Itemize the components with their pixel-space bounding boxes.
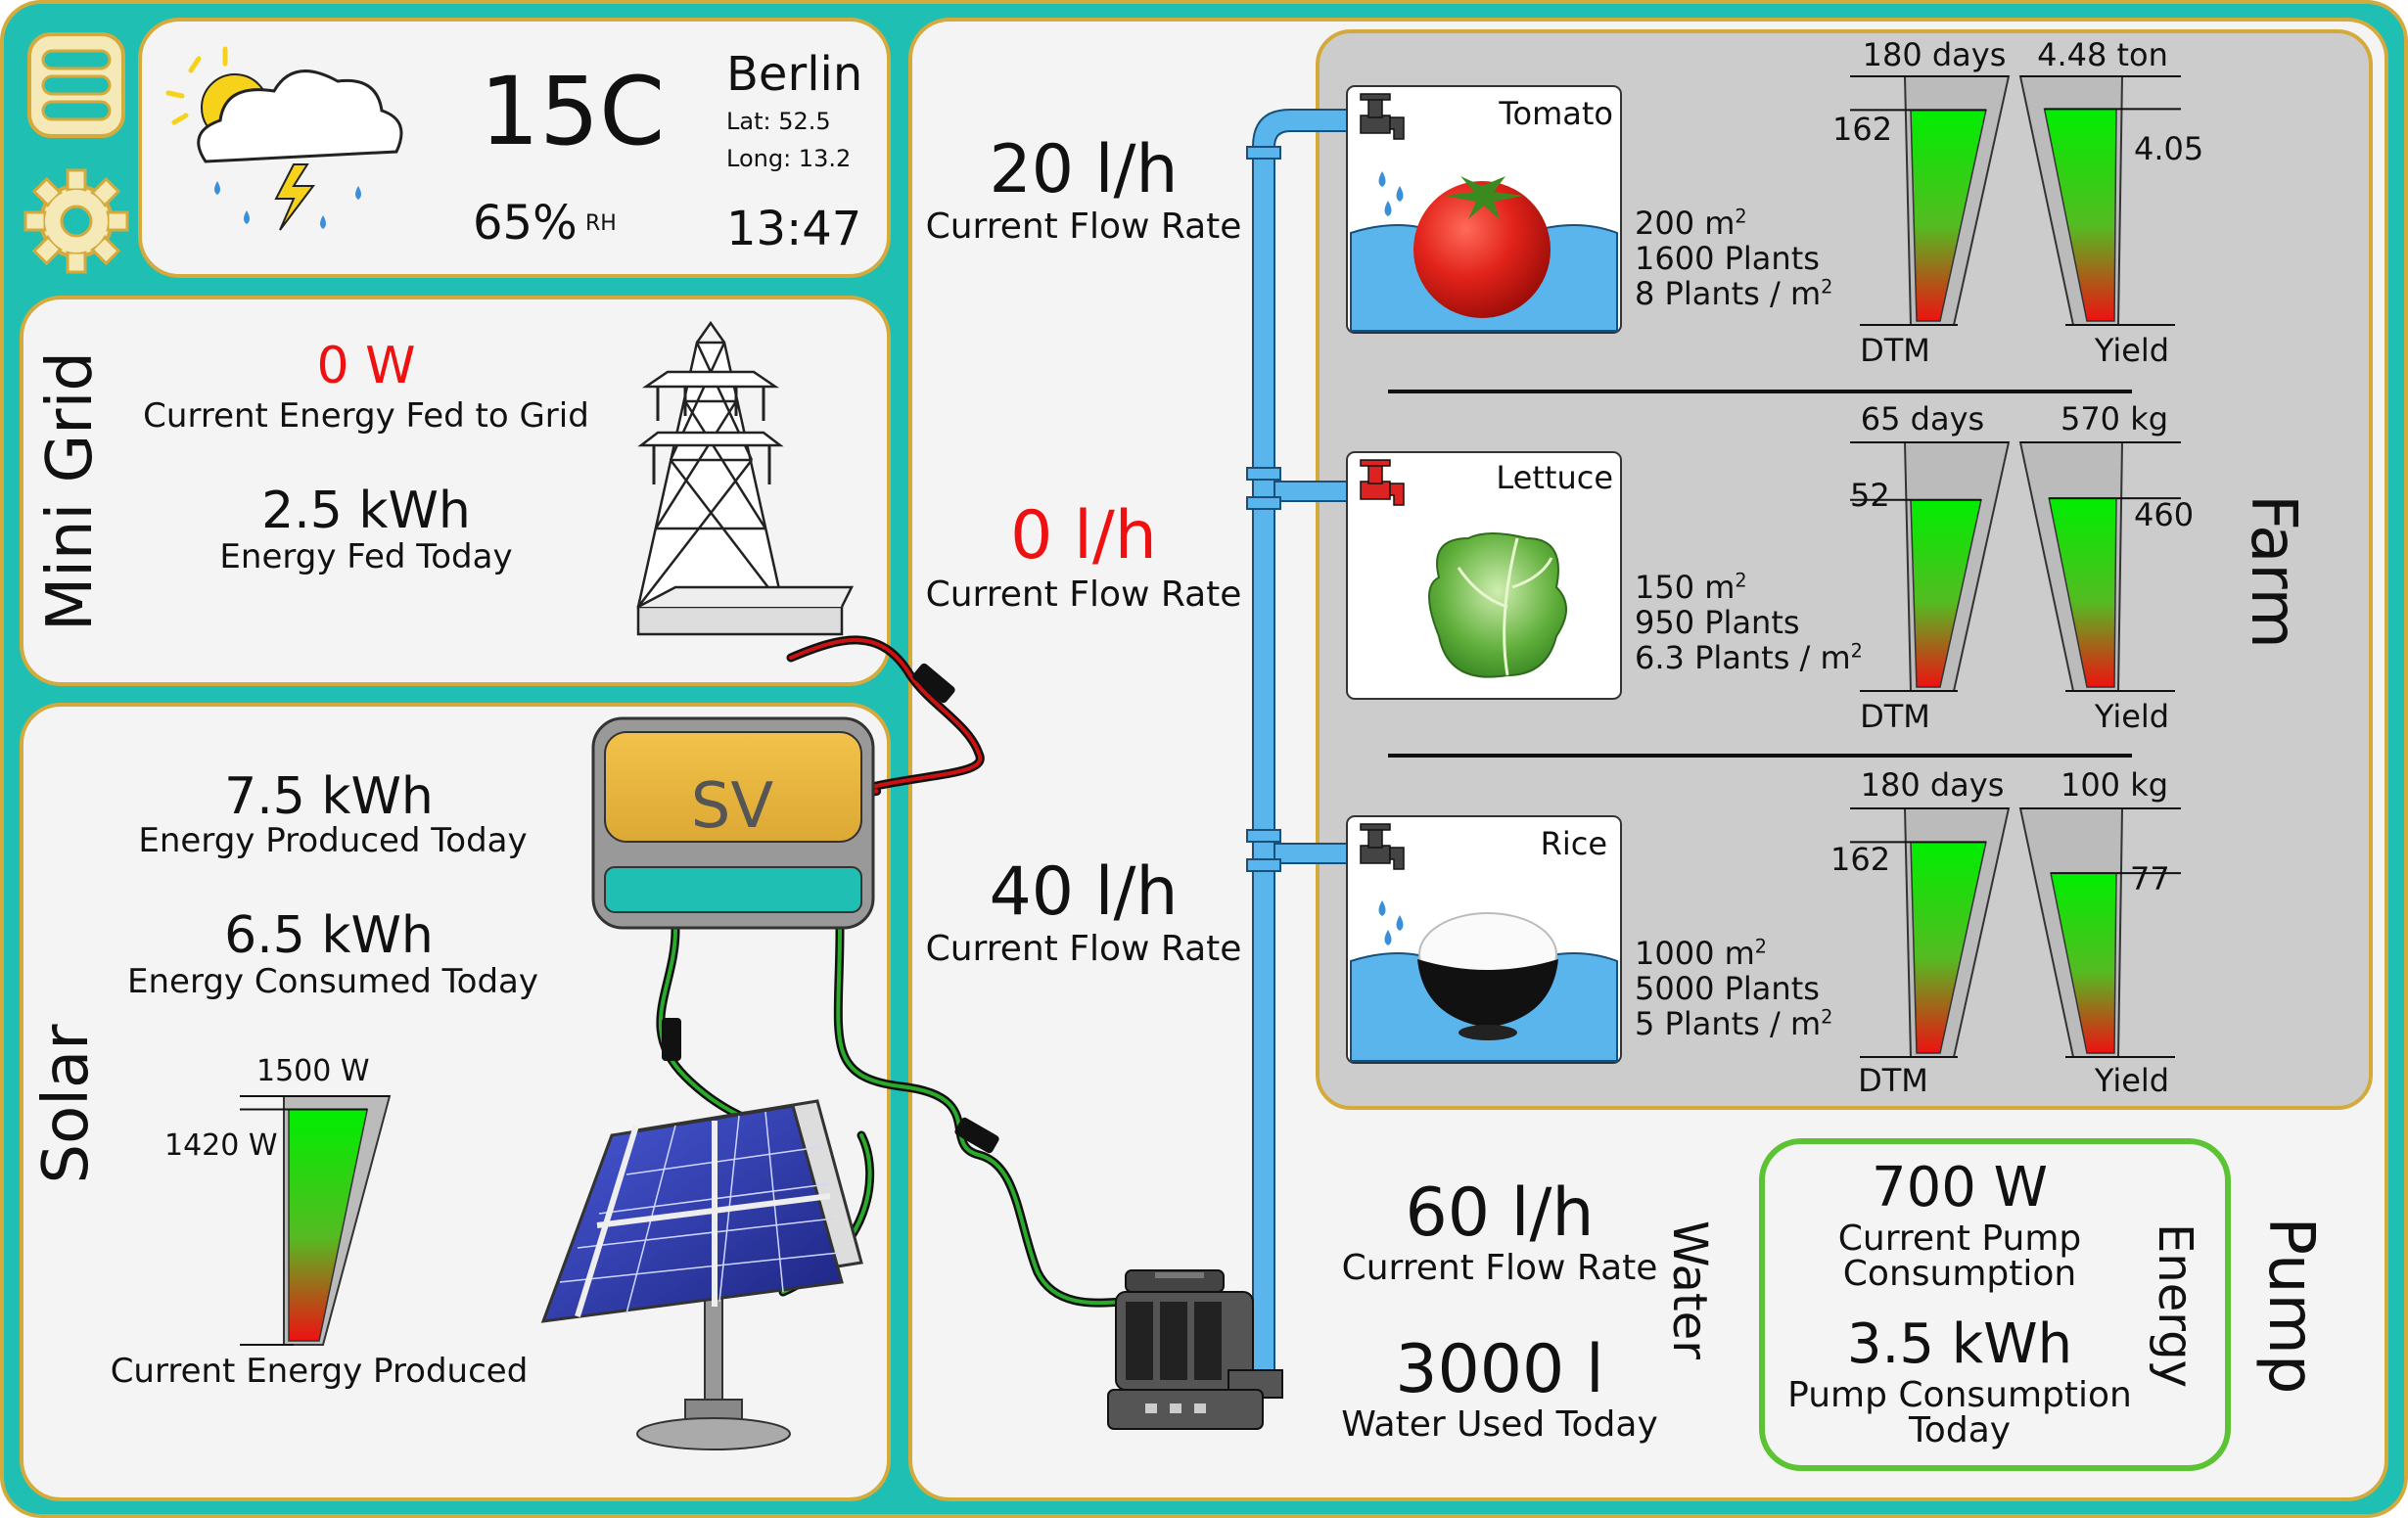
tap-open-icon[interactable] xyxy=(1359,820,1406,871)
tomato-yield-value: 4.05 xyxy=(2134,130,2204,167)
lettuce-yield-label: Yield xyxy=(2094,698,2170,735)
solar-title: Solar xyxy=(30,1024,103,1184)
rice-dtm-total: 180 days xyxy=(1860,766,2005,804)
tomato-plants: 1600 Plants xyxy=(1635,240,1820,277)
tomato-dtm-label: DTM xyxy=(1860,332,1930,369)
water-used-label: Water Used Today xyxy=(1341,1404,1658,1445)
battery-graphic xyxy=(591,716,875,930)
solar-consumed-label: Energy Consumed Today xyxy=(127,962,538,1001)
humidity-value: 65% xyxy=(473,196,578,251)
longitude: Long: 13.2 xyxy=(726,145,852,172)
gear-icon[interactable] xyxy=(25,170,127,272)
weather-graphic xyxy=(165,46,403,231)
rice-plants: 5000 Plants xyxy=(1635,970,1820,1007)
pump-consumption-label-1: Current Pump xyxy=(1837,1219,2082,1259)
water-flow-label: Current Flow Rate xyxy=(1341,1248,1658,1288)
grid-current-value: 0 W xyxy=(316,337,416,395)
pump-consumption-value: 700 W xyxy=(1871,1156,2049,1219)
hamburger-menu-icon[interactable] xyxy=(29,34,123,136)
pump-today-value: 3.5 kWh xyxy=(1846,1312,2073,1376)
rice-density: 5 Plants / m2 xyxy=(1635,1005,1833,1042)
solar-consumed-value: 6.5 kWh xyxy=(224,906,434,965)
rice-area: 1000 m2 xyxy=(1635,935,1767,972)
mini-grid-title: Mini Grid xyxy=(34,351,107,631)
water-pump-graphic xyxy=(1107,1269,1283,1430)
solar-gauge-max-label: 1500 W xyxy=(256,1054,370,1088)
solar-gauge-value-label: 1420 W xyxy=(164,1128,278,1163)
water-pump-icon xyxy=(1106,1268,1284,1431)
city-name: Berlin xyxy=(726,47,863,102)
latitude: Lat: 52.5 xyxy=(726,108,831,135)
power-tower-graphic xyxy=(636,320,855,636)
humidity-unit: RH xyxy=(585,211,617,236)
water-used-value: 3000 l xyxy=(1395,1331,1604,1408)
menu-button-graphic xyxy=(27,32,125,138)
solar-panel-graphic xyxy=(540,1099,863,1450)
tomato-yield-total: 4.48 ton xyxy=(2037,36,2168,73)
grid-today-label: Energy Fed Today xyxy=(219,537,513,576)
tap-closed-icon[interactable] xyxy=(1359,456,1406,507)
crop-name-rice: Rice xyxy=(1540,825,1607,862)
rice-yield-value: 77 xyxy=(2130,860,2170,897)
lettuce-dtm-label: DTM xyxy=(1860,698,1930,735)
lettuce-area: 150 m2 xyxy=(1635,569,1747,606)
flow-rate-label-1: Current Flow Rate xyxy=(925,207,1242,247)
crop-name-lettuce: Lettuce xyxy=(1496,459,1613,496)
pump-today-label-2: Today xyxy=(1908,1410,2012,1450)
lettuce-density: 6.3 Plants / m2 xyxy=(1635,639,1863,676)
tomato-density: 8 Plants / m2 xyxy=(1635,275,1833,312)
lettuce-icon xyxy=(1435,536,1572,678)
tap-open-icon[interactable] xyxy=(1359,90,1406,141)
tomato-dtm-total: 180 days xyxy=(1862,36,2007,73)
flow-rate-value-1: 20 l/h xyxy=(989,131,1179,208)
thunderstorm-icon xyxy=(157,39,411,245)
lettuce-dtm-value: 52 xyxy=(1850,477,1890,514)
lettuce-yield-total: 570 kg xyxy=(2060,400,2169,437)
lettuce-yield-value: 460 xyxy=(2134,496,2195,533)
rice-dtm-value: 162 xyxy=(1830,841,1891,878)
grid-today-value: 2.5 kWh xyxy=(261,482,471,540)
clock-time: 13:47 xyxy=(726,202,862,256)
pump-consumption-label-2: Consumption xyxy=(1842,1254,2077,1294)
lettuce-dtm-total: 65 days xyxy=(1860,400,1985,437)
crop-name-tomato: Tomato xyxy=(1499,95,1613,132)
rice-bowl-icon xyxy=(1417,910,1559,1037)
solar-panel-icon xyxy=(543,1101,861,1449)
temperature: 15C xyxy=(480,57,666,166)
grid-current-label: Current Energy Fed to Grid xyxy=(143,396,589,436)
battery-icon xyxy=(593,718,873,928)
flow-rate-value-3: 40 l/h xyxy=(989,853,1179,931)
solar-gauge-label: Current Energy Produced xyxy=(110,1352,529,1391)
water-title: Water xyxy=(1662,1220,1717,1359)
rice-yield-total: 100 kg xyxy=(2060,766,2169,804)
tomato-dtm-value: 162 xyxy=(1832,111,1893,148)
rice-dtm-label: DTM xyxy=(1858,1062,1928,1099)
battery-label: SV xyxy=(690,770,774,843)
tomato-area: 200 m2 xyxy=(1635,205,1747,242)
tomato-yield-label: Yield xyxy=(2094,332,2170,369)
flow-rate-label-2: Current Flow Rate xyxy=(925,575,1242,615)
lettuce-card-graphic xyxy=(1346,451,1622,700)
solar-produced-label: Energy Produced Today xyxy=(138,821,528,860)
farm-title: Farm xyxy=(2237,494,2309,649)
solar-produced-value: 7.5 kWh xyxy=(224,767,434,826)
pump-today-label-1: Pump Consumption xyxy=(1787,1375,2132,1415)
power-tower-icon xyxy=(636,323,854,638)
pump-energy-title: Energy xyxy=(2148,1222,2202,1389)
rice-yield-label: Yield xyxy=(2094,1062,2170,1099)
pump-title: Pump xyxy=(2254,1217,2327,1395)
gear-graphic xyxy=(23,168,129,274)
rice-card-graphic xyxy=(1346,815,1622,1064)
flow-rate-label-3: Current Flow Rate xyxy=(925,929,1242,969)
flow-rate-value-2: 0 l/h xyxy=(1010,497,1157,575)
crop-gauges xyxy=(1850,75,2181,1058)
tomato-card-graphic xyxy=(1346,85,1622,334)
water-pipe-graphic xyxy=(1246,109,1364,1391)
solar-gauge-graphic xyxy=(240,1095,392,1346)
tomato-icon xyxy=(1413,181,1551,318)
lettuce-plants: 950 Plants xyxy=(1635,604,1800,641)
water-flow-value: 60 l/h xyxy=(1405,1174,1595,1252)
